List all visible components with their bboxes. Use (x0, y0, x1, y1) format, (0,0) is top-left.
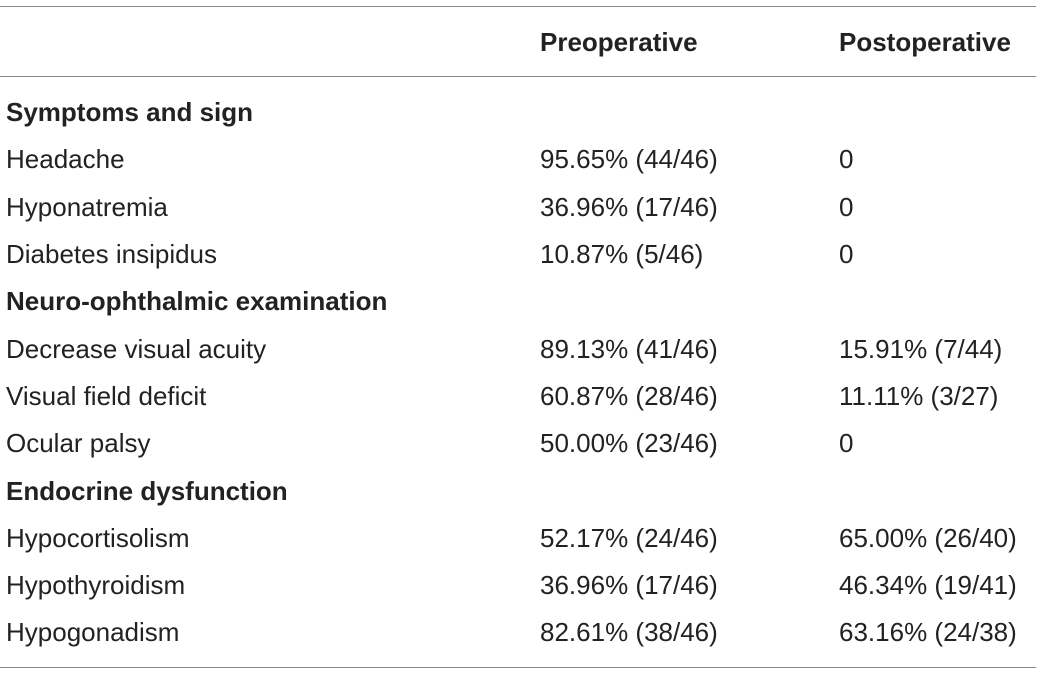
row-preoperative-value: 10.87% (5/46) (540, 239, 704, 269)
row-label: Hypogonadism (6, 617, 180, 647)
row-label: Hypothyroidism (6, 570, 186, 600)
section-symptoms-and-sign: Symptoms and sign (0, 92, 1040, 132)
table-row: Hypothyroidism 36.96% (17/46) 46.34% (19… (0, 565, 1040, 605)
table-row: Visual field deficit 60.87% (28/46) 11.1… (0, 376, 1040, 416)
row-preoperative-value: 95.65% (44/46) (540, 144, 718, 174)
row-postoperative-value: 46.34% (19/41) (839, 570, 1017, 600)
table-row: Hypogonadism 82.61% (38/46) 63.16% (24/3… (0, 612, 1040, 652)
row-preoperative-value: 60.87% (28/46) (540, 381, 718, 411)
row-postoperative-value: 65.00% (26/40) (839, 523, 1017, 553)
table-row: Diabetes insipidus 10.87% (5/46) 0 (0, 234, 1040, 274)
row-preoperative-value: 82.61% (38/46) (540, 617, 718, 647)
row-label: Decrease visual acuity (6, 334, 267, 364)
header-preoperative: Preoperative (540, 27, 698, 57)
header-postoperative: Postoperative (839, 27, 1011, 57)
section-title: Symptoms and sign (6, 97, 254, 127)
row-postoperative-value: 0 (839, 428, 854, 458)
row-postoperative-value: 11.11% (3/27) (839, 381, 999, 411)
row-label: Ocular palsy (6, 428, 151, 458)
section-endocrine-dysfunction: Endocrine dysfunction (0, 471, 1040, 511)
table-row: Hypocortisolism 52.17% (24/46) 65.00% (2… (0, 518, 1040, 558)
row-preoperative-value: 50.00% (23/46) (540, 428, 718, 458)
row-postoperative-value: 0 (839, 144, 854, 174)
table-header-row: Preoperative Postoperative (0, 26, 1040, 58)
row-label: Hypocortisolism (6, 523, 190, 553)
section-title: Neuro-ophthalmic examination (6, 286, 388, 316)
row-postoperative-value: 63.16% (24/38) (839, 617, 1017, 647)
row-preoperative-value: 89.13% (41/46) (540, 334, 718, 364)
row-label: Diabetes insipidus (6, 239, 218, 269)
row-preoperative-value: 36.96% (17/46) (540, 570, 718, 600)
row-label: Headache (6, 144, 125, 174)
table-row: Headache 95.65% (44/46) 0 (0, 139, 1040, 179)
row-postoperative-value: 15.91% (7/44) (839, 334, 1003, 364)
table-top-rule (0, 6, 1036, 7)
table-row: Ocular palsy 50.00% (23/46) 0 (0, 423, 1040, 463)
table-bottom-rule (0, 667, 1036, 668)
row-preoperative-value: 36.96% (17/46) (540, 192, 718, 222)
row-label: Visual field deficit (6, 381, 207, 411)
table-row: Hyponatremia 36.96% (17/46) 0 (0, 187, 1040, 227)
row-postoperative-value: 0 (839, 239, 854, 269)
section-neuro-ophthalmic-examination: Neuro-ophthalmic examination (0, 281, 1040, 321)
table-row: Decrease visual acuity 89.13% (41/46) 15… (0, 329, 1040, 369)
row-postoperative-value: 0 (839, 192, 854, 222)
table-header-rule (0, 76, 1036, 77)
row-preoperative-value: 52.17% (24/46) (540, 523, 718, 553)
row-label: Hyponatremia (6, 192, 168, 222)
section-title: Endocrine dysfunction (6, 476, 288, 506)
